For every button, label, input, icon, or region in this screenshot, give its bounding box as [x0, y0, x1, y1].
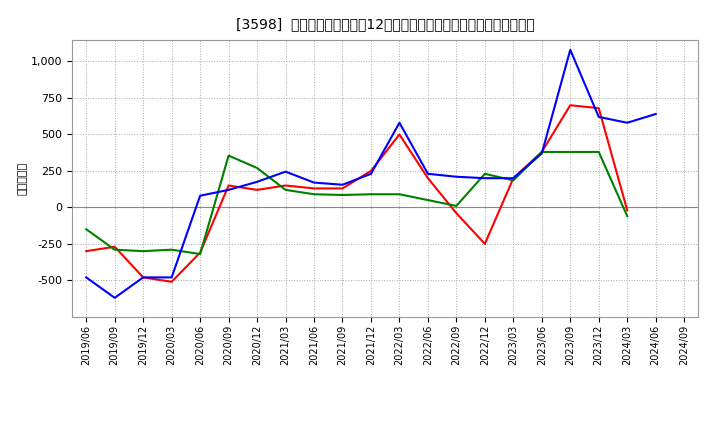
フリーCF	[652, 111, 660, 117]
営業CF	[480, 241, 489, 246]
フリーCF	[196, 193, 204, 198]
Line: 投資CF: 投資CF	[86, 152, 627, 254]
フリーCF	[366, 171, 375, 176]
投資CF	[366, 191, 375, 197]
投資CF	[423, 198, 432, 203]
営業CF	[167, 279, 176, 284]
Line: 営業CF: 営業CF	[86, 105, 627, 282]
フリーCF	[139, 275, 148, 280]
投資CF	[566, 149, 575, 154]
営業CF	[110, 244, 119, 249]
営業CF	[595, 106, 603, 111]
投資CF	[310, 191, 318, 197]
フリーCF	[509, 176, 518, 181]
投資CF	[595, 149, 603, 154]
フリーCF	[452, 174, 461, 180]
営業CF	[82, 249, 91, 254]
フリーCF	[253, 179, 261, 184]
Y-axis label: （百万円）: （百万円）	[18, 161, 28, 195]
営業CF	[452, 211, 461, 216]
営業CF	[566, 103, 575, 108]
営業CF	[509, 176, 518, 181]
投資CF	[338, 192, 347, 198]
フリーCF	[395, 120, 404, 125]
営業CF	[366, 168, 375, 173]
投資CF	[623, 213, 631, 219]
フリーCF	[310, 180, 318, 185]
フリーCF	[480, 176, 489, 181]
フリーCF	[167, 275, 176, 280]
フリーCF	[537, 151, 546, 156]
フリーCF	[338, 182, 347, 187]
営業CF	[282, 183, 290, 188]
フリーCF	[82, 275, 91, 280]
投資CF	[196, 251, 204, 257]
投資CF	[110, 247, 119, 252]
フリーCF	[282, 169, 290, 174]
投資CF	[452, 203, 461, 209]
営業CF	[623, 208, 631, 213]
営業CF	[310, 186, 318, 191]
営業CF	[253, 187, 261, 193]
フリーCF	[623, 120, 631, 125]
フリーCF	[423, 171, 432, 176]
営業CF	[423, 176, 432, 181]
フリーCF	[110, 295, 119, 301]
フリーCF	[595, 114, 603, 120]
投資CF	[139, 249, 148, 254]
Title: [3598]  キャッシュフローの12か月移動合計の対前年同期増減額の推移: [3598] キャッシュフローの12か月移動合計の対前年同期増減額の推移	[236, 18, 534, 32]
投資CF	[480, 171, 489, 176]
Line: フリーCF: フリーCF	[86, 50, 656, 298]
営業CF	[139, 275, 148, 280]
営業CF	[537, 149, 546, 154]
営業CF	[338, 186, 347, 191]
フリーCF	[566, 47, 575, 52]
投資CF	[167, 247, 176, 252]
投資CF	[509, 178, 518, 183]
投資CF	[253, 165, 261, 171]
投資CF	[537, 149, 546, 154]
営業CF	[395, 132, 404, 137]
投資CF	[395, 191, 404, 197]
営業CF	[196, 250, 204, 255]
フリーCF	[225, 187, 233, 193]
営業CF	[225, 183, 233, 188]
投資CF	[82, 227, 91, 232]
投資CF	[225, 153, 233, 158]
投資CF	[282, 187, 290, 193]
